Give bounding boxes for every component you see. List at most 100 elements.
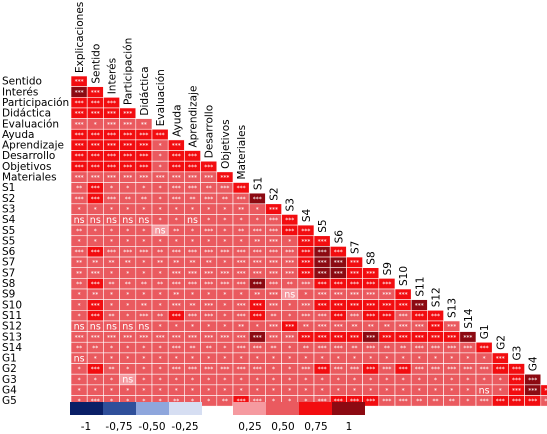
significance-label: *	[175, 217, 178, 224]
significance-label: ***	[91, 366, 100, 373]
column-label: Desarrollo	[204, 105, 216, 158]
significance-label: *	[159, 143, 162, 150]
row-label: Materiales	[2, 172, 57, 184]
row-label: Evaluación	[2, 118, 59, 130]
row-label: S14	[2, 342, 22, 354]
diagonal-label: S11	[414, 277, 426, 297]
significance-label: *	[191, 324, 194, 331]
significance-label: ***	[399, 302, 408, 309]
significance-label: *	[110, 377, 113, 384]
significance-label: *	[78, 302, 81, 309]
significance-label: ***	[334, 334, 343, 341]
row-label: S7	[2, 257, 15, 269]
significance-label: **	[125, 196, 131, 203]
significance-label: ***	[301, 238, 310, 245]
row-label: Aprendizaje	[2, 140, 64, 152]
significance-label: *	[207, 377, 210, 384]
significance-label: ***	[496, 356, 505, 363]
significance-label: ***	[188, 313, 197, 320]
significance-label: ***	[237, 345, 246, 352]
significance-label: ***	[269, 302, 278, 309]
significance-label: ***	[285, 324, 294, 331]
significance-label: **	[254, 238, 260, 245]
significance-label: **	[303, 324, 309, 331]
significance-label: **	[271, 313, 277, 320]
significance-label: *	[223, 217, 226, 224]
significance-label: ***	[269, 260, 278, 267]
significance-label: *	[126, 292, 129, 299]
significance-label: **	[109, 366, 115, 373]
row-label: Objetivos	[2, 161, 51, 173]
significance-label: **	[368, 324, 374, 331]
diagonal-label: S7	[350, 241, 362, 254]
significance-label: ***	[172, 249, 181, 256]
significance-label: *	[126, 313, 129, 320]
significance-label: *	[385, 388, 388, 395]
significance-label: *	[483, 377, 486, 384]
significance-label: *	[450, 377, 453, 384]
significance-label: ***	[220, 366, 229, 373]
significance-label: ***	[204, 249, 213, 256]
significance-label: **	[92, 260, 98, 267]
significance-label: *	[256, 217, 259, 224]
significance-label: *	[223, 302, 226, 309]
significance-label: **	[157, 249, 163, 256]
significance-label: ns	[138, 321, 149, 332]
significance-label: **	[141, 196, 147, 203]
significance-label: ***	[334, 260, 343, 267]
significance-label: *	[304, 388, 307, 395]
significance-label: ***	[220, 185, 229, 192]
significance-label: **	[433, 398, 439, 405]
significance-label: ***	[75, 334, 84, 341]
diagonal-label: G2	[495, 335, 507, 350]
significance-label: **	[141, 281, 147, 288]
significance-label: ***	[415, 302, 424, 309]
significance-label: ***	[91, 302, 100, 309]
significance-label: ns	[138, 215, 149, 226]
row-label: Interés	[2, 86, 38, 98]
significance-label: ***	[204, 228, 213, 235]
significance-label: ***	[318, 238, 327, 245]
significance-label: ***	[431, 345, 440, 352]
significance-label: **	[271, 345, 277, 352]
significance-label: ns	[284, 289, 295, 300]
significance-label: *	[159, 377, 162, 384]
significance-label: ns	[74, 321, 85, 332]
significance-label: *	[207, 388, 210, 395]
significance-label: *	[142, 185, 145, 192]
significance-label: *	[126, 228, 129, 235]
significance-label: ***	[123, 143, 132, 150]
significance-label: **	[384, 324, 390, 331]
significance-label: ***	[528, 377, 537, 384]
significance-label: ***	[188, 153, 197, 160]
significance-label: **	[206, 185, 212, 192]
significance-label: *	[159, 356, 162, 363]
significance-label: ***	[204, 270, 213, 277]
legend-tick: -0,25	[171, 421, 198, 433]
significance-label: ***	[237, 302, 246, 309]
significance-label: **	[173, 228, 179, 235]
significance-label: *	[288, 238, 291, 245]
row-label: S11	[2, 310, 22, 322]
significance-label: ***	[75, 175, 84, 182]
significance-label: ***	[415, 366, 424, 373]
significance-label: ***	[399, 313, 408, 320]
significance-label: *	[191, 398, 194, 405]
significance-label: ***	[237, 313, 246, 320]
significance-label: *	[110, 185, 113, 192]
significance-label: ***	[528, 398, 537, 405]
significance-label: *	[126, 238, 129, 245]
significance-label: ***	[350, 292, 359, 299]
significance-label: ***	[528, 388, 537, 395]
significance-label: ***	[123, 175, 132, 182]
column-label: Aprendizaje	[188, 86, 200, 148]
significance-label: ***	[172, 164, 181, 171]
significance-label: ***	[382, 398, 391, 405]
significance-label: ***	[269, 228, 278, 235]
significance-label: **	[449, 398, 455, 405]
legend-swatch	[70, 402, 103, 415]
significance-label: ***	[318, 313, 327, 320]
significance-label: ***	[107, 132, 116, 139]
significance-label: ***	[172, 143, 181, 150]
significance-label: ***	[91, 398, 100, 405]
